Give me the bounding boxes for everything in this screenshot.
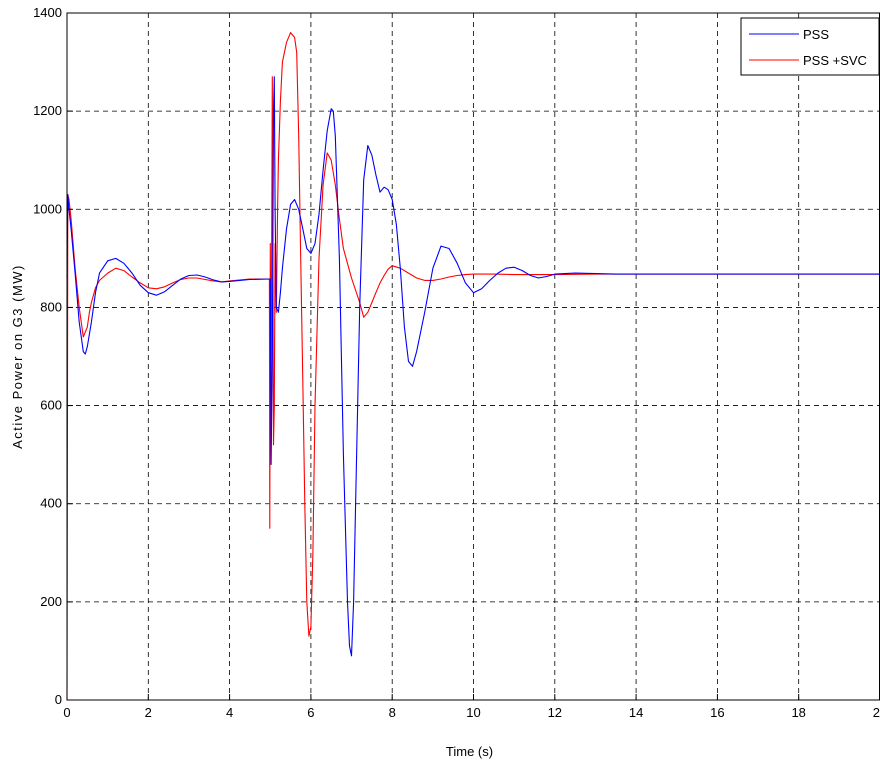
- y-tick-label: 600: [40, 398, 62, 413]
- legend-label-pss: PSS: [803, 27, 829, 42]
- y-tick-label: 400: [40, 496, 62, 511]
- y-axis-label: Active Power on G3 (MW): [10, 264, 25, 449]
- x-tick-label: 18: [791, 705, 805, 720]
- series-layer: [66, 32, 880, 701]
- series-line-pss: [66, 76, 880, 657]
- x-tick-label: 14: [629, 705, 643, 720]
- x-tick-label: 10: [466, 705, 480, 720]
- ticks: 0246810121416182002004006008001000120014…: [33, 5, 880, 720]
- y-tick-label: 1200: [33, 103, 62, 118]
- y-tick-label: 0: [55, 692, 62, 707]
- y-tick-label: 1400: [33, 5, 62, 20]
- x-tick-label: 16: [710, 705, 724, 720]
- x-tick-label: 20: [873, 705, 880, 720]
- x-tick-label: 6: [307, 705, 314, 720]
- x-tick-label: 8: [389, 705, 396, 720]
- legend-label-pss-svc: PSS +SVC: [803, 53, 867, 68]
- x-tick-label: 4: [226, 705, 233, 720]
- x-axis-label: Time (s): [446, 744, 493, 759]
- y-tick-label: 800: [40, 299, 62, 314]
- y-tick-label: 200: [40, 594, 62, 609]
- legend-box: [740, 17, 880, 76]
- x-tick-label: 12: [548, 705, 562, 720]
- x-tick-label: 2: [145, 705, 152, 720]
- legend: PSS PSS +SVC: [740, 17, 880, 76]
- y-tick-label: 1000: [33, 201, 62, 216]
- x-tick-label: 0: [63, 705, 70, 720]
